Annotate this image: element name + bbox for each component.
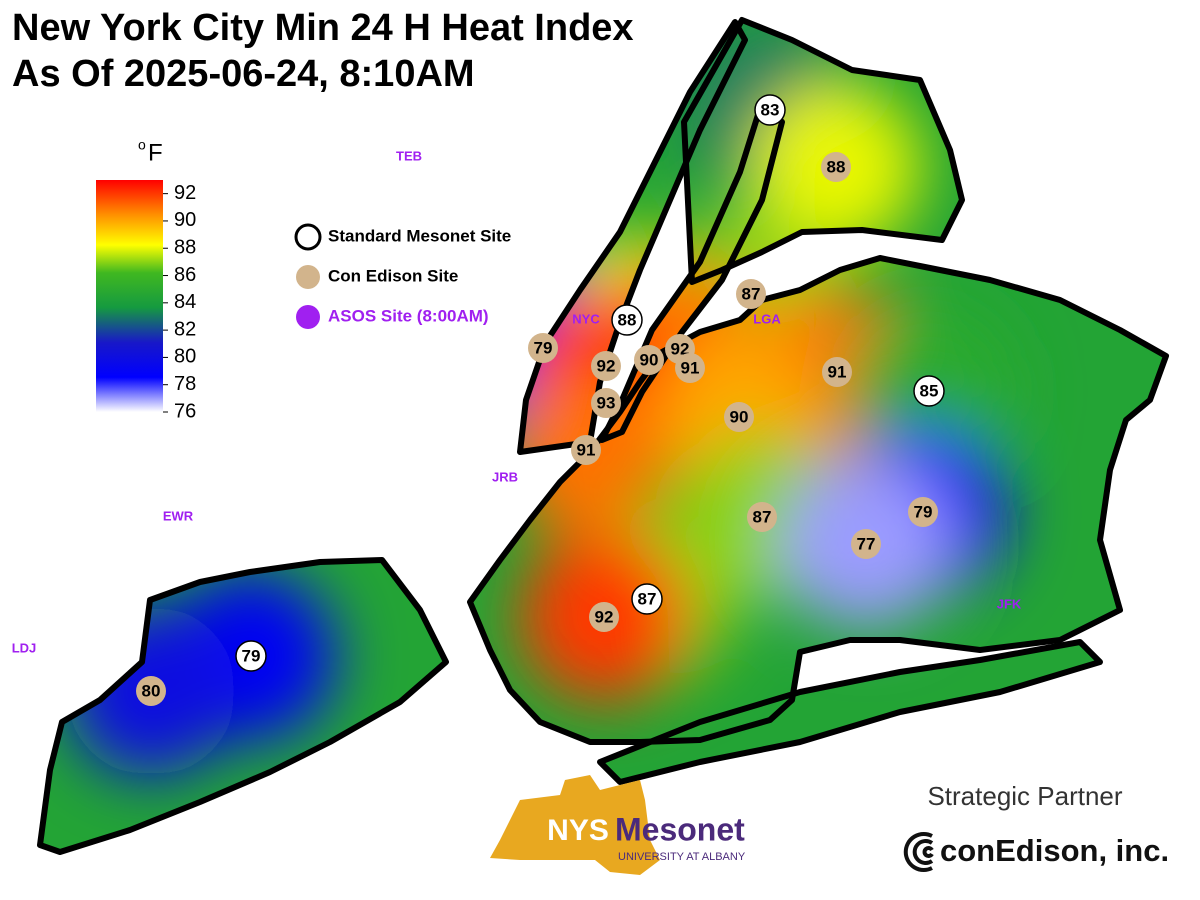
colorbar-tick-label: 78 [174,373,196,395]
station-marker [571,435,601,465]
unit-prefix: o [138,137,146,153]
asos-label: JFK [997,596,1022,611]
station-value: 79 [534,338,553,357]
station-value: 92 [671,339,690,358]
station-marker [591,351,621,381]
conedison-icon [903,832,934,872]
asos-label: LDJ [12,640,37,655]
station-marker [634,345,664,375]
station-marker [528,333,558,363]
station-value: 91 [681,358,700,377]
colorbar-tick-label: 80 [174,346,196,368]
legend-label: ASOS Site (8:00AM) [328,306,489,325]
colorbar-tick-label: 88 [174,237,196,259]
station-value: 80 [142,681,161,700]
title-line: As Of 2025-06-24, 8:10AM [12,53,475,95]
station-value: 93 [597,393,616,412]
station-value: 79 [242,646,261,665]
land-outline [467,255,1169,745]
land-outline [37,557,449,855]
station-marker [136,676,166,706]
colorbar-tick-label: 92 [174,182,196,204]
station-value: 92 [595,607,614,626]
station-marker [611,304,643,336]
station-marker [589,602,619,632]
station-marker [631,583,663,615]
logo-mesonet: Mesonet [615,811,745,847]
asos-label: NYC [572,311,600,326]
logo-nys: NYS [547,814,609,847]
legend-label: Con Edison Site [328,266,458,285]
asos-label: EWR [163,508,194,523]
title-line: New York City Min 24 H Heat Index [12,7,634,49]
nys-shape [490,775,660,875]
colorbar-tick-label: 82 [174,318,196,340]
station-marker [591,388,621,418]
station-marker [908,497,938,527]
logo-university: UNIVERSITY AT ALBANY [618,851,746,863]
colorbar-tick-label: 86 [174,264,196,286]
station-marker [821,152,851,182]
station-value: 91 [828,362,847,381]
land-outline [597,639,1103,785]
colorbar [96,180,163,412]
colorbar-tick-label: 90 [174,209,196,231]
station-value: 91 [577,440,596,459]
station-value: 79 [914,502,933,521]
asos-label: JRB [492,469,518,484]
station-value: 85 [920,381,939,400]
station-value: 92 [597,356,616,375]
station-value: 90 [730,407,749,426]
station-value: 87 [638,589,657,608]
station-marker [235,640,267,672]
station-marker [754,94,786,126]
station-marker [675,353,705,383]
conedison-text: conEdison, inc. [940,833,1169,868]
legend-marker [294,223,322,251]
unit: F [148,139,163,166]
asos-label: TEB [396,148,422,163]
station-value: 88 [827,157,846,176]
station-value: 83 [761,100,780,119]
legend-marker [296,265,320,289]
station-marker [736,279,766,309]
land-area [600,642,1100,782]
colorbar-tick-label: 84 [174,291,196,313]
station-marker [724,402,754,432]
station-value: 87 [742,284,761,303]
land-outline [599,99,785,443]
station-value: 87 [753,507,772,526]
station-value: 88 [618,310,637,329]
station-value: 90 [640,350,659,369]
station-marker [851,529,881,559]
asos-label: LGA [753,311,781,326]
station-value: 77 [857,534,876,553]
partner-text: Strategic Partner [927,781,1122,811]
legend-marker [296,305,320,329]
station-marker [913,375,945,407]
legend-label: Standard Mesonet Site [328,226,511,245]
colorbar-tick-label: 76 [174,400,196,422]
station-marker [747,502,777,532]
station-marker [822,357,852,387]
